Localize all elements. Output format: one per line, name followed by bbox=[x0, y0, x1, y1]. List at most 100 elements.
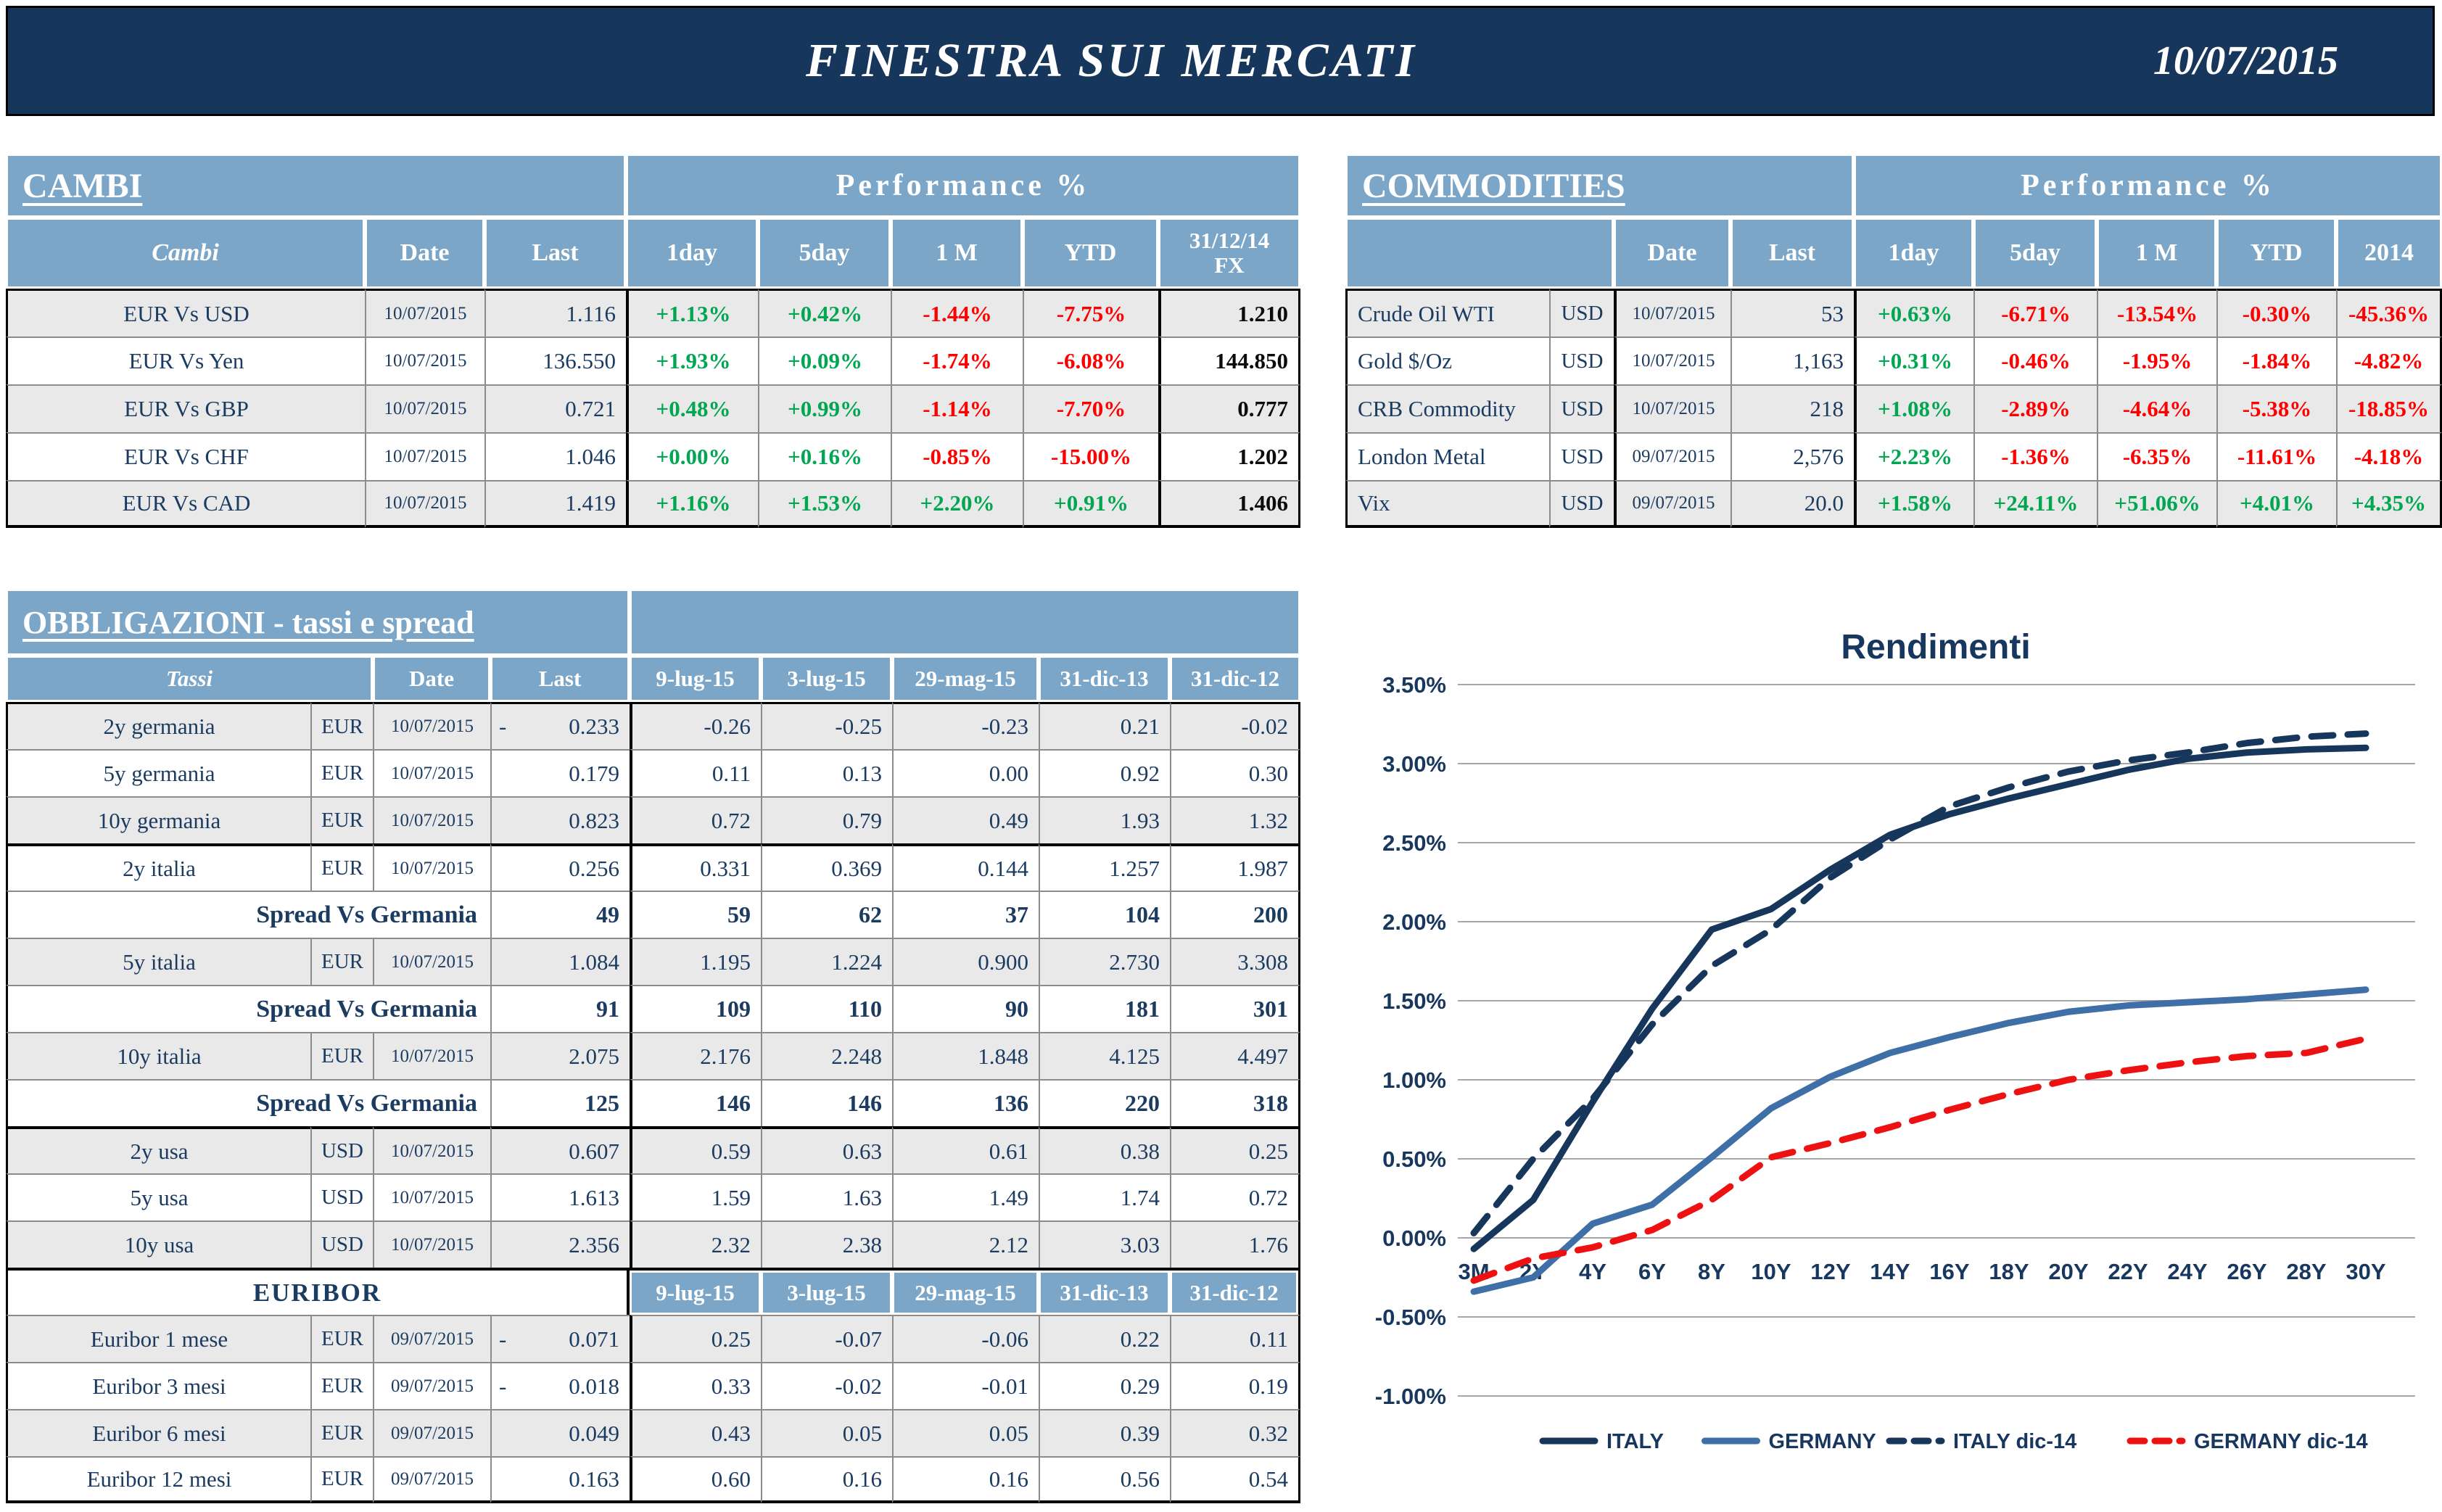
currency-cell: EUR bbox=[310, 1315, 373, 1362]
history-value: 0.25 bbox=[630, 1315, 761, 1362]
y-axis-label: 1.50% bbox=[1382, 988, 1446, 1014]
fx-pair-name: EUR Vs Yen bbox=[6, 336, 365, 384]
report-title: FINESTRA SUI MERCATI bbox=[806, 34, 1417, 87]
obbligazioni-section-title: OBBLIGAZIONI - tassi e spread bbox=[8, 591, 627, 653]
euribor-column-header: 9-lug-15 bbox=[632, 1273, 759, 1313]
spread-last-value: 49 bbox=[490, 891, 630, 938]
last-value: 0.163 bbox=[490, 1456, 630, 1503]
spread-history-value: 110 bbox=[761, 985, 892, 1032]
cell-value: 0.233 bbox=[569, 714, 619, 739]
spread-last-value: 91 bbox=[490, 985, 630, 1032]
instrument-name: Euribor 1 mese bbox=[6, 1315, 310, 1362]
spread-label: Spread Vs Germania bbox=[6, 891, 490, 938]
history-value: 0.56 bbox=[1039, 1456, 1170, 1503]
legend-item-label: GERMANY bbox=[1769, 1430, 1876, 1453]
history-value: 1.74 bbox=[1039, 1173, 1170, 1220]
performance-value: +0.00% bbox=[626, 432, 758, 480]
fx-pair-name: EUR Vs USD bbox=[6, 289, 365, 336]
history-value: 0.00 bbox=[892, 749, 1039, 796]
y-axis-label: 3.50% bbox=[1382, 672, 1446, 698]
history-value: 0.49 bbox=[892, 796, 1039, 843]
history-value: 0.16 bbox=[892, 1456, 1039, 1503]
performance-value: +1.08% bbox=[1854, 384, 1973, 432]
date-cell: 10/07/2015 bbox=[373, 796, 490, 843]
column-header: 5day bbox=[1976, 220, 2095, 286]
currency-cell: EUR bbox=[310, 1362, 373, 1409]
date-cell: 10/07/2015 bbox=[365, 336, 484, 384]
instrument-name: 5y italia bbox=[6, 938, 310, 985]
spread-history-value: 109 bbox=[630, 985, 761, 1032]
performance-value: +0.48% bbox=[626, 384, 758, 432]
column-header: Date bbox=[375, 658, 488, 700]
currency-cell: EUR bbox=[310, 843, 373, 891]
commodity-name: CRB Commodity bbox=[1345, 384, 1549, 432]
legend-item-label: ITALY dic-14 bbox=[1953, 1430, 2076, 1453]
column-header: Tassi bbox=[8, 658, 371, 700]
instrument-name: Euribor 12 mesi bbox=[6, 1456, 310, 1503]
column-header: 3-lug-15 bbox=[763, 658, 890, 700]
currency-cell: EUR bbox=[310, 1456, 373, 1503]
euribor-column-header-cell: 31-dic-13 bbox=[1039, 1268, 1170, 1315]
history-value: 0.63 bbox=[761, 1126, 892, 1173]
performance-value: -13.54% bbox=[2097, 289, 2216, 336]
history-value: -0.25 bbox=[761, 702, 892, 749]
performance-value: +1.53% bbox=[758, 480, 891, 528]
commodity-name: Vix bbox=[1345, 480, 1549, 528]
currency-cell: EUR bbox=[310, 1409, 373, 1456]
fx-31-12-14-value: 0.777 bbox=[1158, 384, 1300, 432]
last-value: 1.419 bbox=[484, 480, 626, 528]
column-header: 1 M bbox=[893, 220, 1020, 286]
currency-cell: USD bbox=[310, 1220, 373, 1268]
report-header-bar: FINESTRA SUI MERCATI 10/07/2015 bbox=[6, 6, 2435, 116]
date-cell: 10/07/2015 bbox=[373, 749, 490, 796]
commodities-section-title: COMMODITIES bbox=[1348, 156, 1852, 215]
column-header: YTD bbox=[1025, 220, 1156, 286]
x-axis-label: 10Y bbox=[1751, 1259, 1791, 1284]
x-axis-label: 6Y bbox=[1638, 1259, 1666, 1284]
spread-history-value: 200 bbox=[1170, 891, 1300, 938]
fx-31-12-14-value: 1.202 bbox=[1158, 432, 1300, 480]
last-value: 0.721 bbox=[484, 384, 626, 432]
history-value: 0.21 bbox=[1039, 702, 1170, 749]
last-value: 1.613 bbox=[490, 1173, 630, 1220]
currency-cell: USD bbox=[1549, 432, 1614, 480]
history-value: 0.22 bbox=[1039, 1315, 1170, 1362]
euribor-column-header: 3-lug-15 bbox=[763, 1273, 890, 1313]
column-header: Last bbox=[492, 658, 627, 700]
x-axis-label: 18Y bbox=[1989, 1259, 2029, 1284]
history-value: 2.730 bbox=[1039, 938, 1170, 985]
history-value: 2.176 bbox=[630, 1032, 761, 1079]
history-value: 3.03 bbox=[1039, 1220, 1170, 1268]
performance-value: -15.00% bbox=[1023, 432, 1158, 480]
history-value: 0.79 bbox=[761, 796, 892, 843]
performance-value: -0.46% bbox=[1973, 336, 2097, 384]
x-axis-label: 30Y bbox=[2346, 1259, 2385, 1284]
y-axis-label: 2.00% bbox=[1382, 909, 1446, 935]
date-cell: 10/07/2015 bbox=[365, 289, 484, 336]
performance-value: +0.31% bbox=[1854, 336, 1973, 384]
performance-value: -2.89% bbox=[1973, 384, 2097, 432]
history-value: 0.39 bbox=[1039, 1409, 1170, 1456]
y-axis-label: 3.00% bbox=[1382, 751, 1446, 777]
date-cell: 10/07/2015 bbox=[373, 1173, 490, 1220]
instrument-name: Euribor 6 mesi bbox=[6, 1409, 310, 1456]
y-axis-label: 0.50% bbox=[1382, 1147, 1446, 1172]
date-cell: 10/07/2015 bbox=[1614, 384, 1731, 432]
history-value: 0.43 bbox=[630, 1409, 761, 1456]
currency-cell: EUR bbox=[310, 749, 373, 796]
performance-value: -1.14% bbox=[891, 384, 1023, 432]
history-value: -0.01 bbox=[892, 1362, 1039, 1409]
column-header: 29-mag-15 bbox=[894, 658, 1036, 700]
date-cell: 09/07/2015 bbox=[373, 1409, 490, 1456]
history-value: 0.38 bbox=[1039, 1126, 1170, 1173]
date-cell: 10/07/2015 bbox=[373, 843, 490, 891]
history-value: 1.63 bbox=[761, 1173, 892, 1220]
x-axis-label: 28Y bbox=[2286, 1259, 2326, 1284]
history-value: 0.19 bbox=[1170, 1362, 1300, 1409]
performance-value: -5.38% bbox=[2216, 384, 2336, 432]
spread-history-value: 90 bbox=[892, 985, 1039, 1032]
instrument-name: 10y usa bbox=[6, 1220, 310, 1268]
report-date: 10/07/2015 bbox=[2153, 38, 2338, 83]
last-value: 20.0 bbox=[1731, 480, 1854, 528]
history-value: 0.11 bbox=[1170, 1315, 1300, 1362]
